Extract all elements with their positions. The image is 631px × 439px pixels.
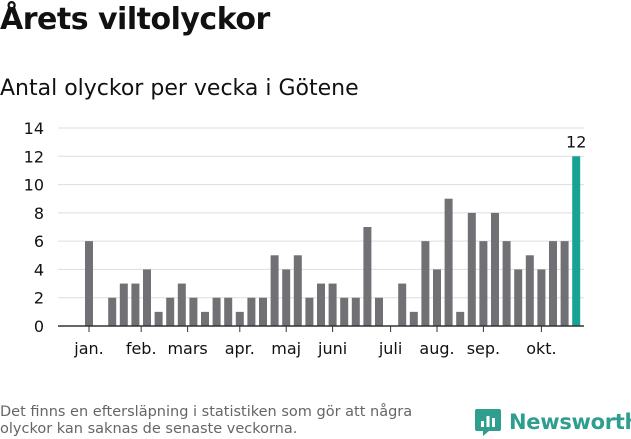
highlight-data-label: 12 (566, 132, 586, 151)
footnote: Det finns en eftersläpning i statistiken… (0, 404, 413, 437)
bar (224, 297, 233, 326)
bar (317, 283, 325, 326)
bar (375, 297, 383, 326)
bar (235, 311, 244, 326)
bar (467, 212, 476, 326)
bar (328, 283, 337, 326)
bar (525, 255, 534, 326)
x-tick-label: juli (378, 339, 402, 358)
bar (131, 283, 140, 326)
bar (85, 241, 93, 326)
brand-logo: Newsworthy (475, 407, 631, 437)
bar-chart: 0 2 4 6 8 10 12 14 12 jan. feb. mars apr. maj juni juli… (24, 119, 587, 358)
bar (514, 269, 523, 326)
bar (549, 241, 557, 326)
x-tick-label: maj (271, 339, 301, 358)
x-tick-label: mars (167, 339, 207, 358)
y-tick-label: 12 (24, 147, 44, 166)
bar (398, 283, 407, 326)
bar (491, 212, 499, 326)
y-tick-label: 6 (34, 232, 44, 251)
bar (363, 227, 372, 326)
bar (270, 255, 279, 326)
x-tick-label: juni (317, 339, 347, 358)
bar (259, 297, 267, 326)
bar (119, 283, 128, 326)
bar (189, 297, 198, 326)
bar (560, 241, 569, 326)
y-tick-label: 0 (34, 317, 44, 336)
y-tick-label: 10 (24, 176, 44, 195)
bar (143, 269, 151, 326)
y-tick-label: 8 (34, 204, 44, 223)
bar (247, 297, 256, 326)
bar (351, 297, 360, 326)
bar (479, 241, 488, 326)
x-tick-label: okt. (526, 339, 556, 358)
bar (154, 311, 163, 326)
bar (108, 297, 117, 326)
bar (293, 255, 302, 326)
newsworthy-logo-icon (475, 409, 501, 436)
bar (282, 269, 291, 326)
bar (421, 241, 430, 326)
bar (444, 198, 453, 326)
bar-highlight (572, 156, 581, 326)
x-tick-label: aug. (419, 339, 454, 358)
chart-title: Årets viltolyckor (0, 2, 270, 37)
bar (201, 311, 209, 326)
bar (537, 269, 546, 326)
bar (166, 297, 175, 326)
y-tick-label: 2 (34, 289, 44, 308)
y-tick-label: 4 (34, 260, 44, 279)
bar (502, 241, 511, 326)
x-tick-label: feb. (126, 339, 157, 358)
bar (456, 311, 465, 326)
y-tick-label: 14 (24, 119, 44, 138)
bar (340, 297, 349, 326)
bar (433, 269, 441, 326)
x-tick-label: sep. (467, 339, 500, 358)
bar (212, 297, 221, 326)
bar (409, 311, 418, 326)
bar (305, 297, 314, 326)
chart-subtitle: Antal olyckor per vecka i Götene (0, 76, 359, 101)
brand-name: Newsworthy (509, 410, 631, 434)
x-tick-label: apr. (225, 339, 255, 358)
x-tick-label: jan. (73, 339, 103, 358)
bar (177, 283, 186, 326)
